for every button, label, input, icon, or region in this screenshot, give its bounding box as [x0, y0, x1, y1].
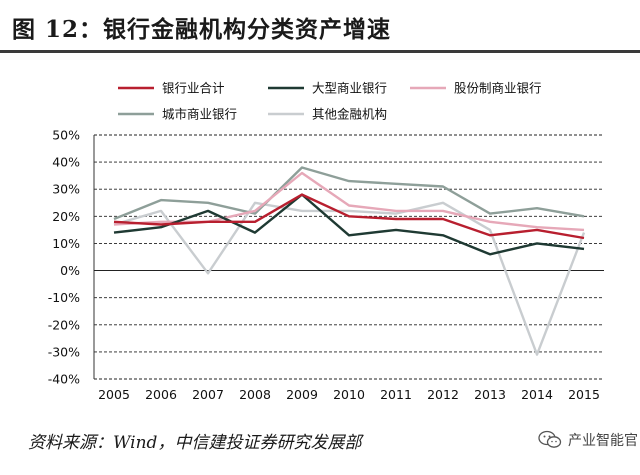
x-tick-label: 2014: [521, 387, 553, 402]
series-line: [113, 193, 585, 240]
y-tick-label: 10%: [52, 236, 80, 251]
legend-label: 银行业合计: [162, 81, 225, 96]
series-line: [113, 201, 586, 356]
x-tick-label: 2015: [568, 387, 600, 402]
legend-label: 股份制商业银行: [454, 81, 542, 96]
y-tick-label: -30%: [48, 344, 80, 359]
source-note: 资料来源：Wind，中信建投证券研究发展部: [28, 432, 362, 453]
legend-label: 城市商业银行: [162, 107, 237, 122]
series-group: [113, 166, 586, 356]
gridlines: [94, 134, 604, 380]
wechat-icon: [538, 430, 562, 448]
y-tick-label: 0%: [60, 263, 80, 278]
x-tick-label: 2008: [239, 387, 271, 402]
y-tick-label: 20%: [52, 209, 80, 224]
legend-label: 大型商业银行: [312, 81, 387, 96]
legend-label: 其他金融机构: [312, 107, 387, 122]
y-tick-label: 50%: [52, 128, 80, 143]
y-tick-label: -20%: [48, 317, 80, 332]
watermark: 产业智能官: [470, 426, 638, 454]
series-line: [113, 166, 585, 221]
y-tick-label: 30%: [52, 182, 80, 197]
y-tick-label: -10%: [48, 290, 80, 305]
series-line: [113, 193, 585, 256]
chart-title: 图 12：银行金融机构分类资产增速: [12, 16, 392, 43]
x-tick-label: 2013: [474, 387, 506, 402]
watermark-text: 产业智能官: [568, 433, 638, 449]
x-tick-label: 2011: [380, 387, 412, 402]
x-tick-label: 2006: [145, 387, 177, 402]
title-divider: [0, 50, 640, 53]
axes: -40% -30% -20% -10% 0% 10% 20% 30% 40% 50% 2005 200…: [48, 128, 604, 402]
x-tick-label: 2005: [98, 387, 130, 402]
x-tick-label: 2007: [192, 387, 224, 402]
x-tick-label: 2009: [286, 387, 318, 402]
y-tick-label: 40%: [52, 155, 80, 170]
x-tick-label: 2012: [427, 387, 459, 402]
y-tick-label: -40%: [48, 372, 80, 387]
x-tick-label: 2010: [333, 387, 365, 402]
